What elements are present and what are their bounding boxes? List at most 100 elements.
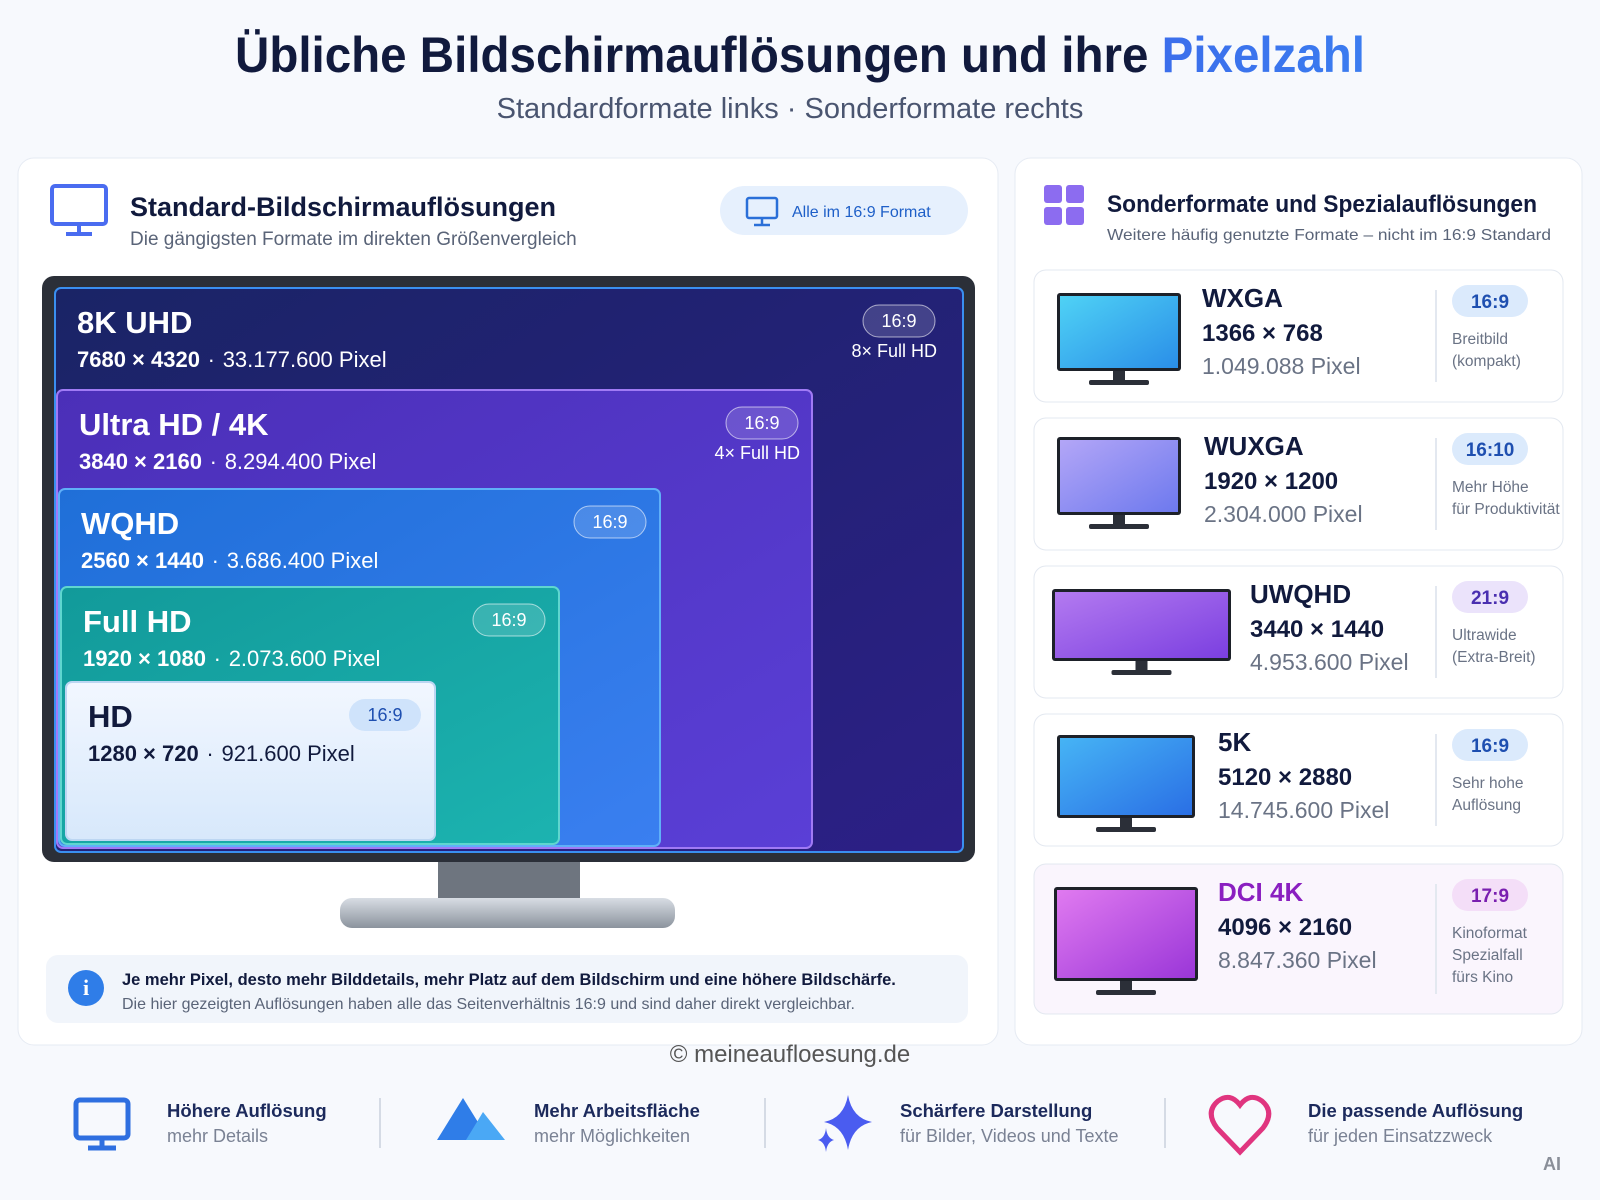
feature-icon-heart xyxy=(1208,1094,1272,1156)
resolution-box xyxy=(65,681,436,841)
card-description: Ultrawide xyxy=(1452,627,1517,644)
resolution-size: 1280 × 720 xyxy=(88,741,199,766)
resolution-name: HD xyxy=(88,699,133,734)
card-resolution: 4096 × 2160 xyxy=(1218,914,1352,941)
resolution-pixels: 33.177.600 Pixel xyxy=(223,347,387,372)
ratio-pill xyxy=(472,603,546,637)
feature-subtitle: für Bilder, Videos und Texte xyxy=(900,1126,1118,1146)
card-ratio: 21:9 xyxy=(1471,588,1509,609)
watermark: AI xyxy=(1543,1154,1561,1174)
resolution-size: 7680 × 4320 xyxy=(77,347,200,372)
card-stand xyxy=(1113,371,1125,381)
title-highlight: Pixelzahl xyxy=(1162,27,1365,83)
separator: · xyxy=(214,646,221,671)
ratio-pill xyxy=(349,699,421,731)
separator: · xyxy=(212,548,219,573)
ratio-label: 16:9 xyxy=(881,311,916,331)
badge-icon xyxy=(745,196,779,227)
card-screen xyxy=(1060,296,1178,368)
info-line1: Je mehr Pixel, desto mehr Bilddetails, m… xyxy=(122,971,896,989)
card-resolution: 1920 × 1200 xyxy=(1204,468,1338,495)
subtitle: Standardformate links · Sonderformate re… xyxy=(497,93,1084,125)
resolution-line: 1920 × 1080 · 2.073.600 Pixel xyxy=(83,646,380,671)
card-description: für Produktivität xyxy=(1452,501,1560,518)
card-name: WUXGA xyxy=(1204,431,1304,461)
card-stand-base xyxy=(1096,827,1156,832)
ratio-pill xyxy=(573,505,647,539)
card-pixels: 4.953.600 Pixel xyxy=(1250,649,1409,675)
badge xyxy=(720,186,968,235)
resolution-line: 3840 × 2160 · 8.294.400 Pixel xyxy=(79,449,376,474)
card-name: DCI 4K xyxy=(1218,877,1303,907)
card-description: Auflösung xyxy=(1452,797,1521,814)
info-icon xyxy=(68,970,104,1006)
card-resolution: 5120 × 2880 xyxy=(1218,764,1352,791)
ratio-note: 4× Full HD xyxy=(714,443,800,463)
resolution-pixels: 921.600 Pixel xyxy=(221,741,354,766)
feature-title: Schärfere Darstellung xyxy=(900,1100,1092,1121)
info-line2: Die hier gezeigten Auflösungen haben all… xyxy=(122,996,855,1013)
card-screen xyxy=(1060,440,1178,512)
card-pixels: 8.847.360 Pixel xyxy=(1218,947,1377,973)
resolution-name: 8K UHD xyxy=(77,305,192,340)
card-resolution: 1366 × 768 xyxy=(1202,320,1323,347)
feature-icon-sparkle xyxy=(818,1095,872,1152)
resolution-size: 3840 × 2160 xyxy=(79,449,202,474)
info-icon-glyph: i xyxy=(83,975,89,1000)
card-description: Spezialfall xyxy=(1452,947,1523,964)
feature-subtitle: für jeden Einsatzzweck xyxy=(1308,1126,1493,1146)
resolution-line: 2560 × 1440 · 3.686.400 Pixel xyxy=(81,548,378,573)
card-ratio: 16:9 xyxy=(1471,292,1509,313)
monitor-base xyxy=(340,898,675,928)
resolution-pixels: 8.294.400 Pixel xyxy=(225,449,377,474)
ratio-label: 16:9 xyxy=(744,413,779,433)
special-title: Sonderformate und Spezialauflösungen xyxy=(1107,191,1537,218)
resolution-size: 1920 × 1080 xyxy=(83,646,206,671)
resolution-name: WQHD xyxy=(81,506,179,541)
resolution-line: 1280 × 720 · 921.600 Pixel xyxy=(88,741,355,766)
card-stand xyxy=(1120,818,1132,828)
ratio-pill xyxy=(725,406,799,440)
separator: · xyxy=(210,449,217,474)
feature-icon-monitor xyxy=(73,1097,131,1151)
card-screen xyxy=(1060,738,1192,815)
feature-subtitle: mehr Details xyxy=(167,1126,268,1146)
info-box xyxy=(46,955,968,1023)
resolution-name: Ultra HD / 4K xyxy=(79,407,269,442)
resolution-size: 2560 × 1440 xyxy=(81,548,204,573)
special-subtitle: Weitere häufig genutzte Formate – nicht … xyxy=(1107,227,1551,244)
standard-subtitle: Die gängigsten Formate im direkten Größe… xyxy=(130,229,577,250)
resolution-pixels: 3.686.400 Pixel xyxy=(227,548,379,573)
monitor-icon xyxy=(50,184,108,236)
card-ratio-pill xyxy=(1452,729,1528,761)
card-resolution: 3440 × 1440 xyxy=(1250,616,1384,643)
feature-icon-mountains xyxy=(437,1098,505,1140)
ratio-note: 8× Full HD xyxy=(851,341,937,361)
ratio-label: 16:9 xyxy=(367,705,402,725)
card-stand xyxy=(1135,661,1148,671)
card-ratio-pill xyxy=(1452,285,1528,317)
card-description: Sehr hohe xyxy=(1452,775,1524,792)
monitor-neck xyxy=(438,862,580,902)
card-screen xyxy=(1057,890,1195,978)
card-ratio: 17:9 xyxy=(1471,886,1509,907)
card-ratio-pill xyxy=(1452,433,1528,465)
card-description: Kinoformat xyxy=(1452,925,1528,942)
card-description: (Extra-Breit) xyxy=(1452,649,1536,666)
credit: © meineaufloesung.de xyxy=(670,1041,911,1068)
card-ratio: 16:9 xyxy=(1471,736,1509,757)
resolution-pixels: 2.073.600 Pixel xyxy=(229,646,381,671)
badge-text: Alle im 16:9 Format xyxy=(792,204,931,221)
card-name: UWQHD xyxy=(1250,579,1351,609)
card-description: fürs Kino xyxy=(1452,969,1513,986)
separator: · xyxy=(206,741,213,766)
card-ratio-pill xyxy=(1452,581,1528,613)
card-screen xyxy=(1055,592,1228,658)
card-ratio-pill xyxy=(1452,879,1528,911)
card-stand-base xyxy=(1111,670,1172,675)
title-main: Übliche Bildschirmauflösungen und ihre xyxy=(235,27,1148,83)
card-stand-base xyxy=(1089,380,1149,385)
card-stand-base xyxy=(1096,990,1156,995)
